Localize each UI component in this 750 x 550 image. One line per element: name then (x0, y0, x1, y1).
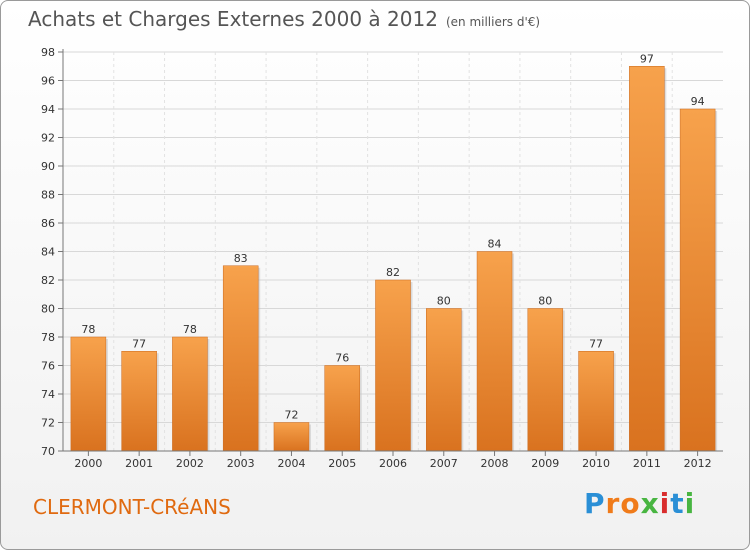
y-tick-label: 96 (41, 75, 55, 88)
logo-letter: r (605, 487, 621, 520)
y-tick-label: 90 (41, 160, 55, 173)
bar-value-label: 80 (538, 295, 552, 308)
y-tick-label: 78 (41, 331, 55, 344)
x-tick-label: 2011 (633, 457, 661, 470)
x-tick-label: 2004 (277, 457, 305, 470)
bar (70, 336, 107, 452)
x-tick-label: 2007 (430, 457, 458, 470)
bar-value-label: 83 (234, 252, 248, 265)
x-tick-label: 2001 (125, 457, 153, 470)
y-tick-label: 92 (41, 132, 55, 145)
x-tick-label: 2006 (379, 457, 407, 470)
bar-value-label: 78 (183, 323, 197, 336)
bar-value-label: 77 (132, 337, 146, 350)
bar-value-label: 82 (386, 266, 400, 279)
bar-value-label: 72 (284, 409, 298, 422)
bar-value-label: 94 (691, 95, 705, 108)
x-tick-label: 2009 (531, 457, 559, 470)
bar (273, 422, 310, 452)
x-tick-label: 2005 (328, 457, 356, 470)
bar (375, 279, 411, 452)
bar (172, 336, 208, 452)
bar (222, 265, 259, 452)
bar (426, 308, 462, 452)
y-tick-label: 98 (41, 46, 55, 59)
y-tick-label: 70 (41, 445, 55, 458)
x-tick-label: 2008 (481, 457, 509, 470)
bar-value-label: 80 (437, 295, 451, 308)
logo-letter: P (584, 487, 606, 520)
y-tick-label: 94 (41, 103, 55, 116)
bar (121, 351, 157, 452)
bar-value-label: 97 (640, 52, 654, 65)
proxiti-logo: Proxiti (584, 487, 695, 520)
y-tick-label: 76 (41, 360, 55, 373)
chart-subtitle: (en milliers d'€) (445, 15, 541, 29)
logo-letter: o (620, 487, 641, 520)
bar-value-label: 77 (589, 337, 603, 350)
chart-title-text: Achats et Charges Externes 2000 à 2012 (28, 7, 438, 31)
labels: 70 72 74 76 78 80 82 84 86 88 90 92 94 96 98 78 2000 77 20… (41, 46, 712, 470)
y-tick-label: 80 (41, 303, 55, 316)
y-tick-label: 82 (41, 274, 55, 287)
y-tick-label: 88 (41, 189, 55, 202)
bar-value-label: 76 (335, 352, 349, 365)
bar (578, 351, 614, 452)
x-tick-label: 2012 (684, 457, 712, 470)
bar-value-label: 84 (488, 238, 502, 251)
logo-letter: i (659, 487, 671, 520)
logo-letter: x (640, 487, 660, 520)
y-tick-label: 84 (41, 246, 55, 259)
chart-title: Achats et Charges Externes 2000 à 2012 (e… (28, 7, 540, 31)
bar (476, 251, 513, 452)
bar-value-label: 78 (81, 323, 95, 336)
logo-letter: i (684, 487, 696, 520)
bar (324, 365, 360, 452)
y-tick-label: 74 (41, 388, 55, 401)
x-tick-label: 2010 (582, 457, 610, 470)
bar (679, 108, 716, 452)
bar (629, 66, 665, 452)
logo-letter: t (670, 487, 685, 520)
bar (527, 308, 564, 452)
town-name: CLERMONT-CRéANS (33, 495, 231, 519)
y-tick-label: 86 (41, 217, 55, 230)
x-tick-label: 2002 (176, 457, 204, 470)
x-tick-label: 2003 (227, 457, 255, 470)
y-tick-label: 72 (41, 417, 55, 430)
x-tick-label: 2000 (74, 457, 102, 470)
axes (58, 49, 723, 456)
bars (70, 66, 718, 452)
